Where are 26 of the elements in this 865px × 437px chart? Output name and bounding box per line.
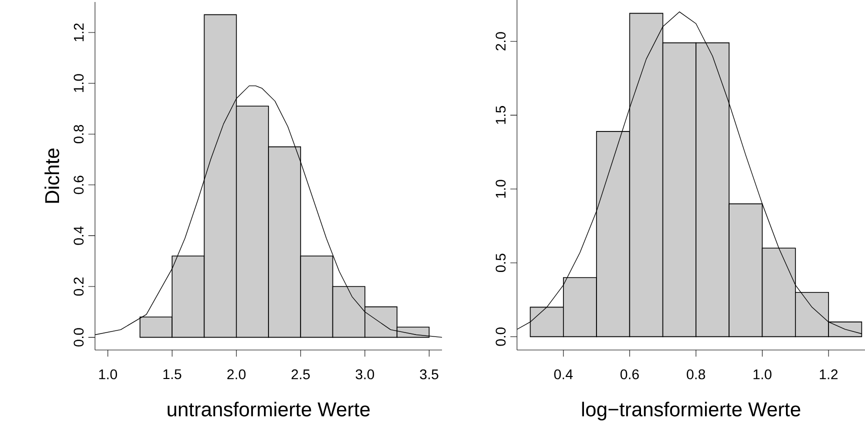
y-tick-label: 0.4 [74,226,84,245]
y-tick-label: 2.0 [496,32,506,50]
x-tick-label: 0.8 [686,369,706,380]
x-tick-label: 1.5 [163,369,182,380]
x-tick-label: 1.0 [99,369,118,380]
y-tick-label: 0.5 [496,254,506,272]
x-tick-label: 0.4 [554,369,573,380]
y-tick-label: 1.0 [74,74,84,92]
y-tick-label: 0.8 [74,124,84,144]
x-tick-label: 1.2 [820,369,838,380]
x-tick-label: 2.5 [292,369,310,380]
y-tick-label: 1.0 [496,180,506,198]
y-tick-label: 1.2 [74,23,84,42]
y-tick-label: 0.6 [74,176,84,194]
y-tick-label: 0.2 [74,277,84,296]
y-tick-label: 0.0 [496,328,506,346]
x-tick-label: 3.5 [420,369,438,380]
x-tick-label: 0.6 [620,369,639,380]
y-tick-label: 1.5 [496,106,506,124]
x-tick-label: 1.0 [754,369,772,380]
x-axis-title: log−transformierte Werte [582,402,800,420]
y-tick-label: 0.0 [74,328,84,346]
x-axis-title: untransformierte Werte [168,402,370,416]
x-tick-label: 3.0 [356,369,374,380]
x-tick-label: 2.0 [227,369,246,380]
y-axis-title: Dichte [44,148,60,203]
